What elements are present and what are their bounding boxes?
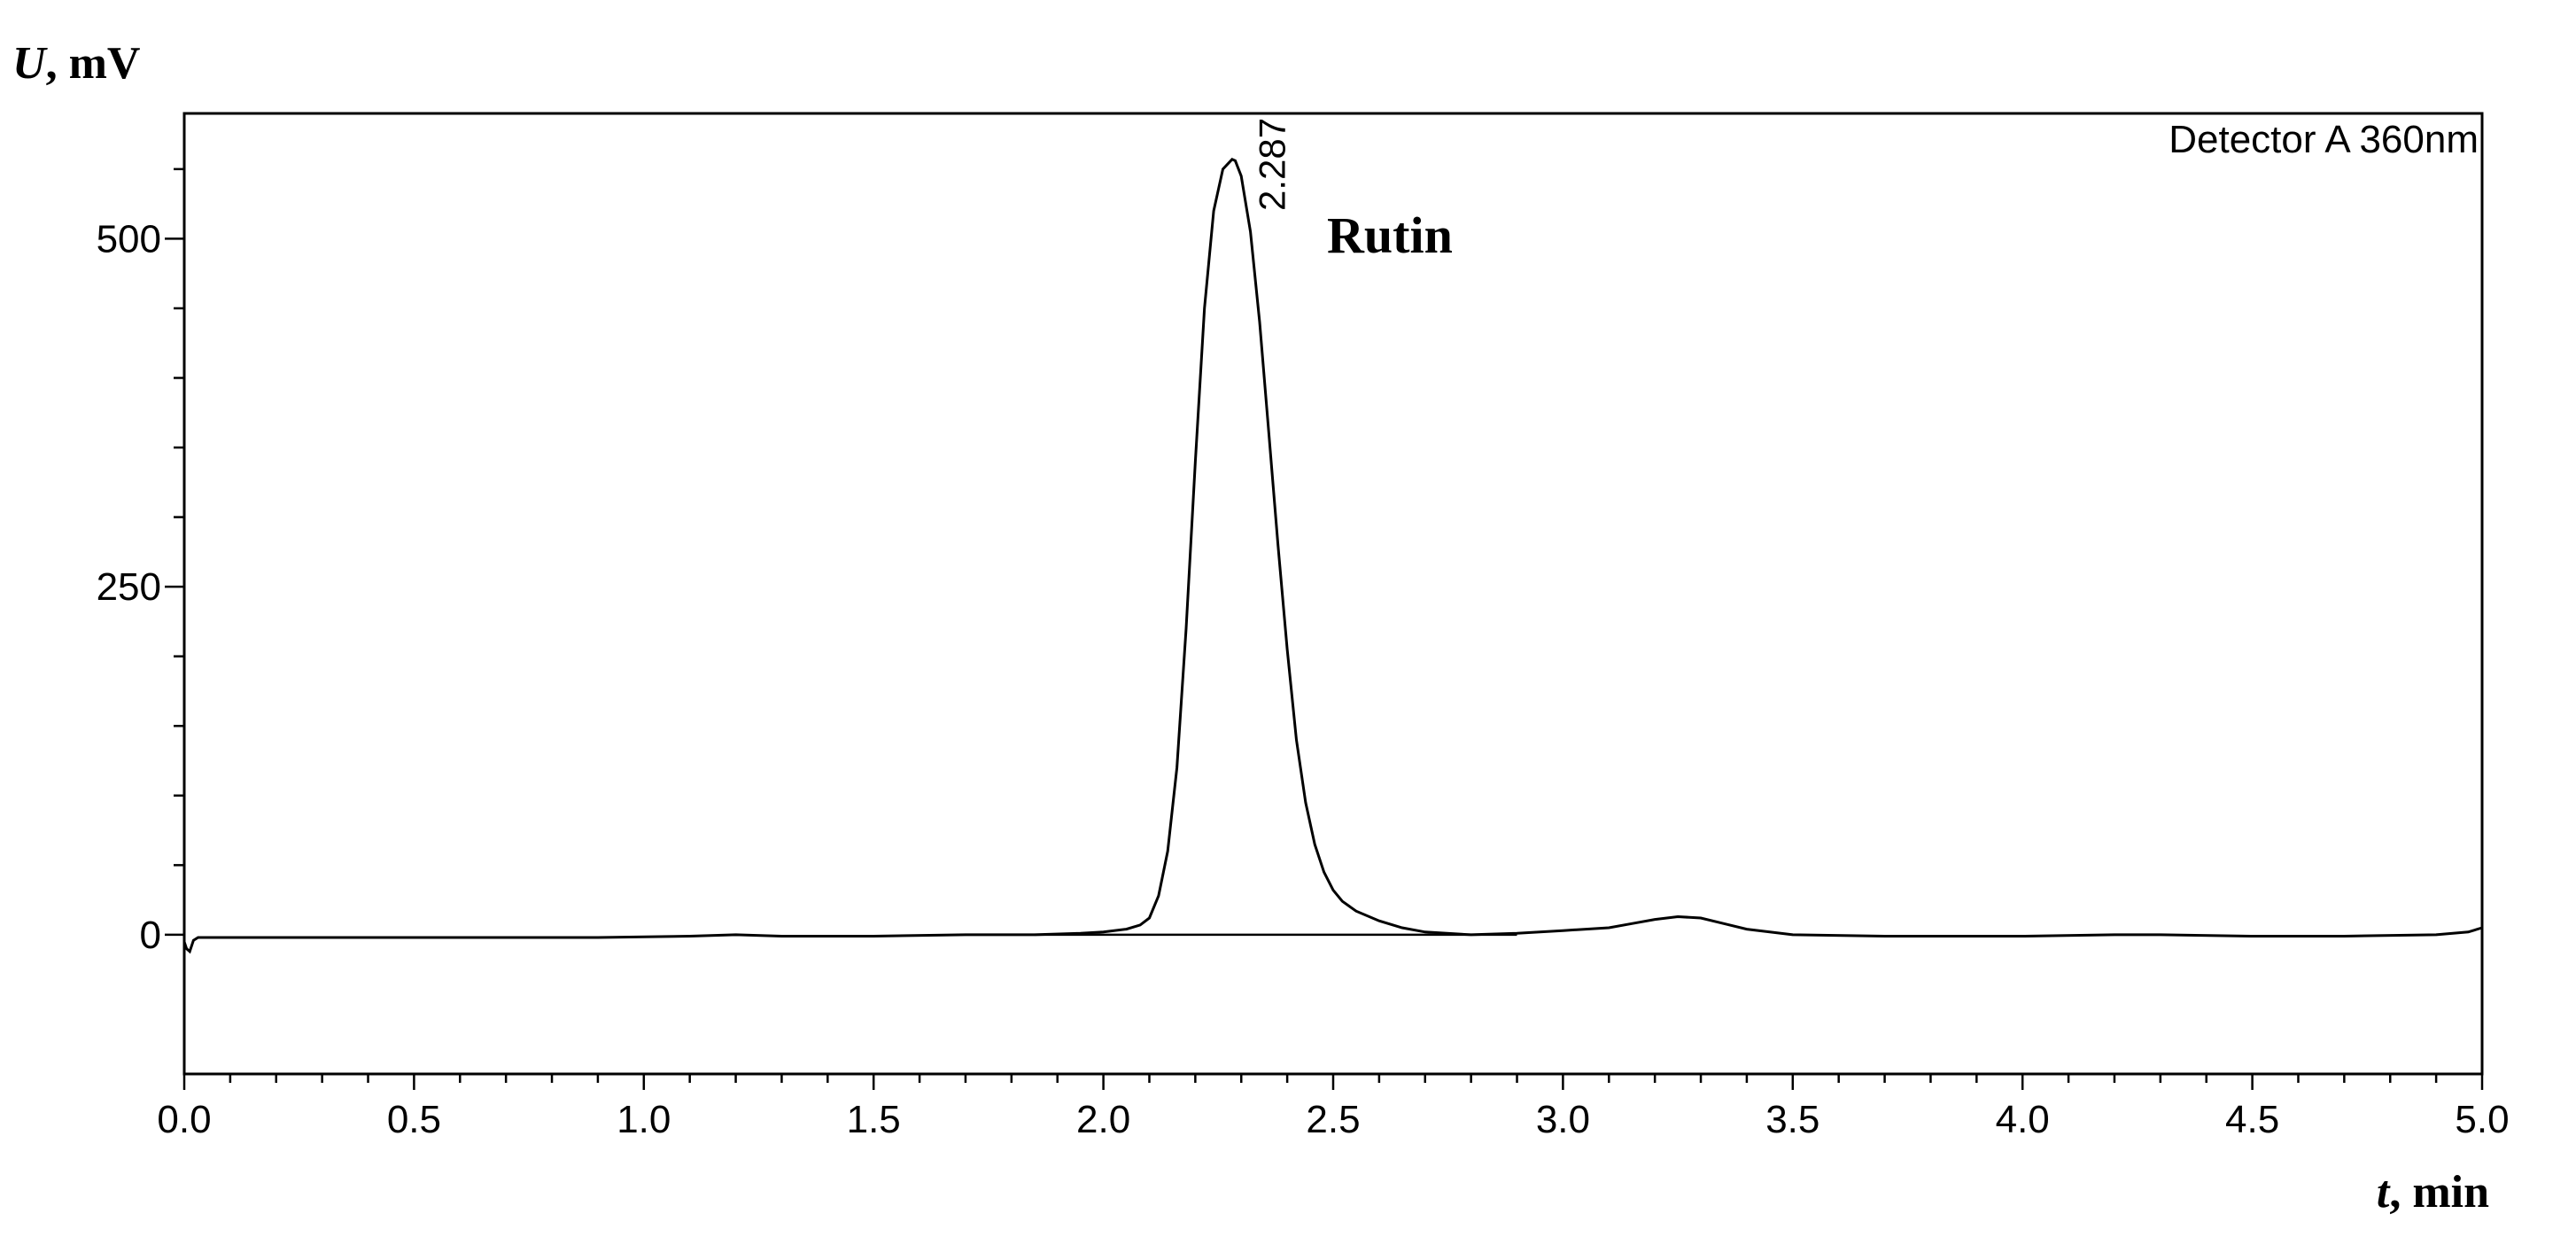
chromatogram-signal-line [182, 157, 2483, 954]
compound-label: Rutin [1327, 206, 1453, 264]
x-tick-label: 0.0 [157, 1098, 211, 1141]
peak-retention-time-label: 2.287 [1252, 118, 1293, 211]
y-tick-label: 500 [97, 217, 161, 261]
y-axis-unit: , mV [46, 38, 141, 89]
x-tick-label: 3.5 [1765, 1098, 1819, 1141]
x-axis-unit: , min [2389, 1167, 2489, 1218]
y-axis-ticks: 0 250 500 [97, 167, 184, 957]
y-axis-symbol: U [12, 38, 48, 89]
x-tick-label: 4.0 [1996, 1098, 2050, 1141]
x-axis-ticks: 0.0 0.5 1.0 1.5 2.0 2.5 3.0 3.5 4.0 4.5 5.0 [157, 1074, 2510, 1141]
y-tick-label: 0 [140, 914, 161, 957]
y-axis-title: U, mV [12, 38, 140, 89]
x-tick-label: 1.5 [847, 1098, 901, 1141]
x-axis-symbol: t [2377, 1167, 2391, 1218]
x-tick-label: 2.0 [1076, 1098, 1130, 1141]
x-tick-label: 4.5 [2225, 1098, 2279, 1141]
x-tick-label: 2.5 [1306, 1098, 1360, 1141]
x-axis-title: t, min [2377, 1167, 2489, 1218]
x-tick-label: 1.0 [617, 1098, 671, 1141]
y-tick-label: 250 [97, 565, 161, 609]
x-tick-label: 3.0 [1536, 1098, 1590, 1141]
detector-label: Detector A 360nm [2169, 118, 2479, 161]
x-tick-label: 5.0 [2455, 1098, 2509, 1141]
x-tick-label: 0.5 [387, 1098, 441, 1141]
